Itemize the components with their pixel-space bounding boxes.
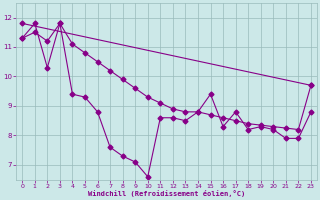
X-axis label: Windchill (Refroidissement éolien,°C): Windchill (Refroidissement éolien,°C) [88,190,245,197]
